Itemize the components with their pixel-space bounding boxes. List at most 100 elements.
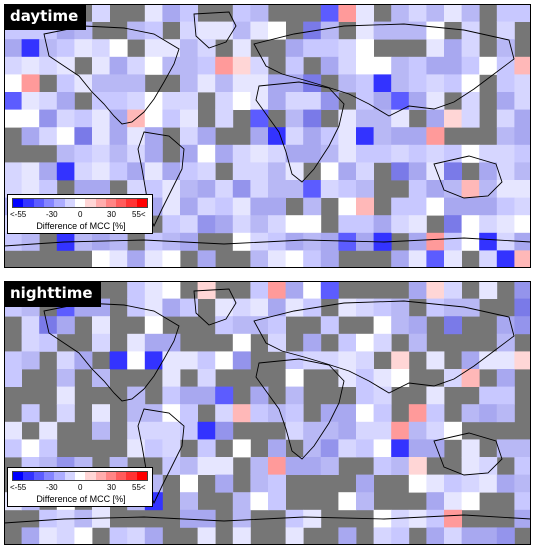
grid-cell xyxy=(144,144,163,163)
grid-cell xyxy=(92,144,110,163)
grid-cell xyxy=(250,21,269,40)
grid-cell xyxy=(373,439,392,458)
grid-cell xyxy=(92,74,110,93)
grid-cell xyxy=(461,39,480,58)
nighttime-map xyxy=(4,281,531,545)
grid-cell xyxy=(197,56,216,75)
grid-cell xyxy=(444,509,462,528)
grid-cell xyxy=(514,439,531,458)
grid-cell xyxy=(285,281,304,299)
grid-cell xyxy=(180,109,198,128)
tick-label: 0 xyxy=(78,483,83,492)
colorbar-swatch xyxy=(116,472,127,480)
grid-cell xyxy=(391,369,410,387)
grid-cell xyxy=(444,4,462,22)
grid-cell xyxy=(232,439,251,458)
grid-cell xyxy=(127,281,146,299)
grid-cell xyxy=(232,316,251,335)
grid-cell xyxy=(320,162,339,181)
grid-cell xyxy=(514,74,531,93)
grid-cell xyxy=(232,144,251,163)
grid-cell xyxy=(21,527,40,545)
grid-cell xyxy=(215,197,234,216)
grid-cell xyxy=(479,404,498,423)
grid-cell xyxy=(250,386,269,405)
grid-cell xyxy=(461,74,480,93)
grid-cell xyxy=(426,281,445,299)
coastline xyxy=(137,408,185,505)
grid-cell xyxy=(250,197,269,216)
grid-cell xyxy=(285,127,304,146)
grid-cell xyxy=(268,197,286,216)
grid-cell xyxy=(268,162,286,181)
grid-cell xyxy=(215,386,234,405)
grid-cell xyxy=(373,316,392,335)
grid-cell xyxy=(144,21,163,40)
grid-cell xyxy=(268,404,286,423)
grid-cell xyxy=(268,333,286,352)
grid-cell xyxy=(320,421,339,440)
coastline xyxy=(193,288,237,326)
grid-cell xyxy=(496,316,515,335)
grid-cell xyxy=(250,298,269,317)
grid-cell xyxy=(373,298,392,317)
grid-cell xyxy=(514,298,531,317)
grid-cell xyxy=(39,92,58,110)
grid-cell xyxy=(56,127,75,146)
grid-cell xyxy=(180,492,198,511)
grid-cell xyxy=(39,439,58,458)
grid-cell xyxy=(444,474,462,493)
grid-cell xyxy=(162,439,181,458)
grid-cell xyxy=(338,369,357,387)
grid-cell xyxy=(320,439,339,458)
grid-cell xyxy=(250,162,269,181)
grid-cell xyxy=(479,197,498,216)
grid-cell xyxy=(39,109,58,128)
grid-cell xyxy=(496,162,515,181)
grid-cell xyxy=(444,232,462,251)
grid-cell xyxy=(479,56,498,75)
grid-cell xyxy=(162,56,181,75)
grid-cell xyxy=(215,404,234,423)
grid-cell xyxy=(197,21,216,40)
grid-cell xyxy=(426,509,445,528)
grid-cell xyxy=(496,92,515,110)
grid-cell xyxy=(4,421,22,440)
grid-cell xyxy=(496,215,515,234)
tick-label: -30 xyxy=(46,210,58,219)
grid-cell xyxy=(268,439,286,458)
grid-cell xyxy=(109,74,128,93)
grid-cell xyxy=(39,162,58,181)
grid-cell xyxy=(127,333,146,352)
colorbar-ticks: <-55 -30 0 30 55< xyxy=(8,482,154,493)
grid-cell xyxy=(232,333,251,352)
grid-cell xyxy=(180,386,198,405)
grid-cell xyxy=(232,527,251,545)
grid-cell xyxy=(250,92,269,110)
grid-cell xyxy=(461,4,480,22)
grid-cell xyxy=(285,421,304,440)
coastline xyxy=(255,81,345,183)
grid-cell xyxy=(215,215,234,234)
grid-cell xyxy=(197,421,216,440)
grid-cell xyxy=(127,162,146,181)
grid-cell xyxy=(338,298,357,317)
grid-cell xyxy=(426,109,445,128)
grid-cell xyxy=(514,250,531,268)
grid-cell xyxy=(373,56,392,75)
grid-cell xyxy=(232,92,251,110)
grid-cell xyxy=(21,92,40,110)
grid-cell xyxy=(408,333,427,352)
grid-cell xyxy=(109,144,128,163)
grid-cell xyxy=(92,333,110,352)
grid-cell xyxy=(461,527,480,545)
grid-cell xyxy=(162,162,181,181)
grid-cell xyxy=(56,404,75,423)
grid-cell xyxy=(21,162,40,181)
grid-cell xyxy=(215,316,234,335)
panel-title: nighttime xyxy=(4,281,101,307)
coastlines xyxy=(4,11,531,247)
grid-cell xyxy=(56,74,75,93)
colorbar-title: Difference of MCC [%] xyxy=(36,494,126,504)
grid-cell xyxy=(391,298,410,317)
